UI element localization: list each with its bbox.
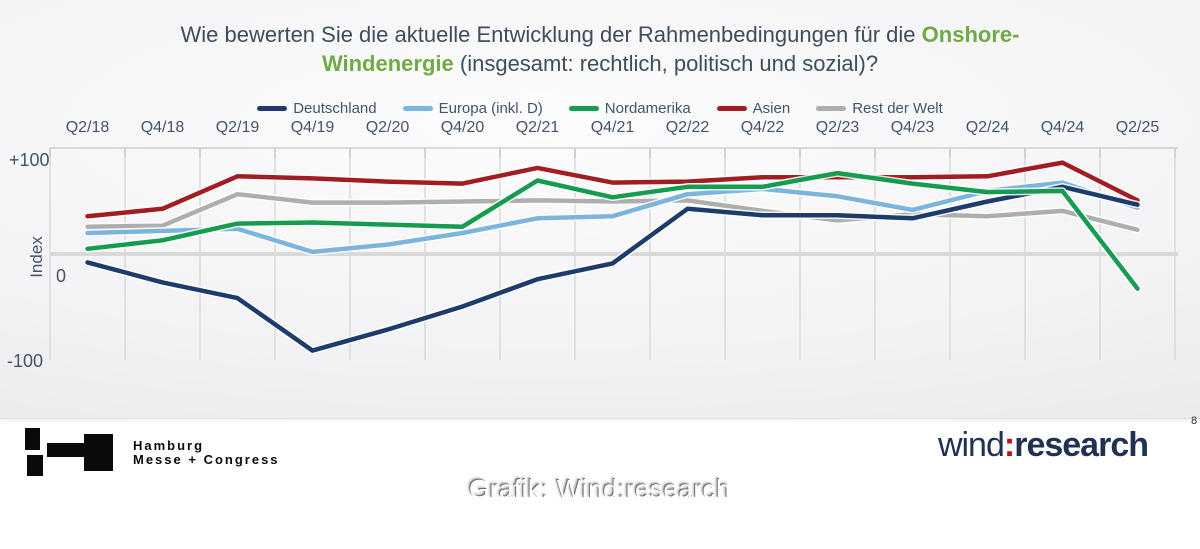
legend-item-nordamerika: Nordamerika	[568, 100, 691, 117]
logo-block	[47, 443, 85, 457]
series-line-Nordamerika	[85, 170, 1140, 291]
hamburg-messe-congress-logo: Hamburg Messe + Congress	[25, 427, 325, 477]
line-chart	[49, 147, 1178, 360]
x-axis-label: Q4/22	[740, 119, 785, 136]
title-text-2: (insgesamt: rechtlich, politisch und soz…	[453, 51, 879, 76]
x-axis-label: Q2/24	[965, 119, 1010, 136]
legend-label: Deutschland	[293, 100, 377, 117]
legend-item-asien: Asien	[716, 100, 791, 117]
slide-background: Wie bewerten Sie die aktuelle Entwicklun…	[0, 0, 1200, 419]
legend-label: Nordamerika	[604, 100, 691, 117]
y-axis-label-plus-100: +100	[9, 150, 50, 170]
logo-block	[27, 455, 43, 476]
x-axis-labels: Q2/18 Q4/18 Q2/19 Q4/19 Q2/20 Q4/20 Q2/21 Q4/21…	[0, 119, 1200, 139]
legend-swatch-nordamerika	[568, 106, 599, 111]
x-axis-label: Q2/25	[1115, 119, 1160, 136]
x-axis-label: Q2/23	[815, 119, 860, 136]
logo-block	[84, 434, 113, 471]
series-line-Rest der Welt	[85, 191, 1140, 233]
legend-label: Rest der Welt	[852, 100, 943, 117]
x-axis-label: Q2/22	[665, 119, 710, 136]
legend-item-deutschland: Deutschland	[257, 100, 377, 117]
title-text: Wie bewerten Sie die aktuelle Entwicklun…	[180, 22, 922, 47]
title-line-1: Wie bewerten Sie die aktuelle Entwicklun…	[0, 20, 1200, 49]
y-axis-label-minus-100: -100	[7, 351, 44, 371]
x-axis-label: Q4/19	[290, 119, 335, 136]
title-highlight-onshore: Onshore-	[921, 22, 1020, 47]
series-line-Deutschland	[85, 184, 1140, 353]
legend-swatch-europa	[402, 106, 433, 111]
brand-colon: :	[1003, 426, 1015, 464]
series-line-Asien	[85, 160, 1140, 219]
title-highlight-windenergie: Windenergie	[321, 51, 454, 76]
legend-label: Asien	[752, 100, 791, 117]
brand-word-wind: wind	[937, 426, 1005, 464]
x-axis-label: Q2/20	[365, 119, 410, 136]
x-axis-label: Q4/20	[440, 119, 485, 136]
x-axis-label: Q2/18	[65, 119, 110, 136]
x-axis-label: Q4/24	[1040, 119, 1085, 136]
hamburg-logo-line1: Hamburg	[133, 438, 205, 453]
legend-swatch-rest-der-welt	[816, 106, 847, 111]
y-axis-label-zero: 0	[56, 266, 67, 286]
chart-title: Wie bewerten Sie die aktuelle Entwicklun…	[0, 20, 1200, 78]
series-casing-Deutschland	[83, 183, 1142, 355]
x-axis-label: Q2/21	[515, 119, 560, 136]
series-line-Europa (inkl. D)	[85, 180, 1140, 255]
legend-label: Europa (inkl. D)	[438, 100, 543, 117]
chart-legend: Deutschland Europa (inkl. D) Nordamerika…	[0, 100, 1200, 117]
brand-word-research: research	[1014, 426, 1149, 464]
logo-block	[25, 428, 40, 450]
x-axis-label: Q2/19	[215, 119, 260, 136]
x-axis-label: Q4/23	[890, 119, 935, 136]
legend-item-rest-der-welt: Rest der Welt	[816, 100, 943, 117]
hamburg-logo-text: Hamburg Messe + Congress	[133, 439, 280, 466]
graphic-credit-caption: Grafik: Wind:research	[469, 474, 731, 504]
hamburg-logo-line2: Messe + Congress	[133, 452, 280, 467]
legend-swatch-deutschland	[257, 106, 288, 111]
wind-research-logo: wind:research	[937, 426, 1149, 465]
legend-item-europa: Europa (inkl. D)	[402, 100, 543, 117]
x-axis-label: Q4/18	[140, 119, 185, 136]
x-axis-label: Q4/21	[590, 119, 635, 136]
page-number: 8	[1191, 415, 1198, 427]
legend-swatch-asien	[716, 106, 747, 111]
title-line-2: Windenergie (insgesamt: rechtlich, polit…	[0, 49, 1200, 78]
